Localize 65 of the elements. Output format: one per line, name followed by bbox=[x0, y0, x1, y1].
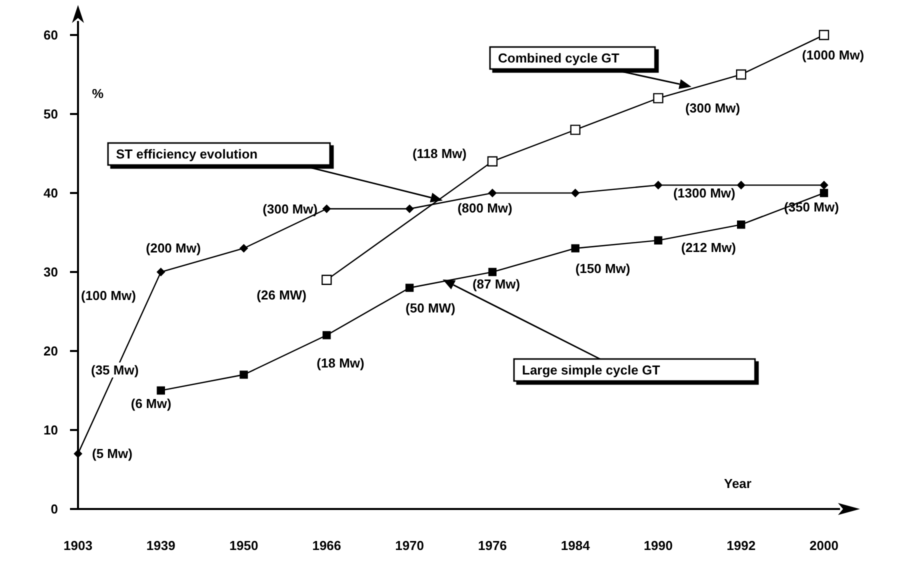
x-tick-label: 1950 bbox=[229, 538, 258, 553]
point bbox=[240, 244, 248, 252]
point bbox=[405, 284, 414, 292]
x-tick-label: 1984 bbox=[560, 538, 591, 553]
y-tick-label: 10 bbox=[44, 422, 58, 438]
text: Combined cycle GT bbox=[498, 50, 620, 66]
y-tick-label: 0 bbox=[50, 502, 58, 516]
point bbox=[156, 268, 165, 276]
point bbox=[818, 30, 830, 40]
x-tick-label: 1939 bbox=[146, 538, 176, 553]
annotation: (150 Mw) bbox=[575, 260, 630, 276]
point bbox=[654, 236, 662, 244]
point bbox=[156, 386, 165, 395]
y-tick-label: 30 bbox=[44, 264, 58, 280]
point bbox=[74, 450, 82, 458]
x-tick-label: 1976 bbox=[478, 538, 507, 553]
point bbox=[322, 204, 331, 213]
y-tick-label: 40 bbox=[44, 186, 58, 200]
x-tick-label: 1903 bbox=[64, 538, 92, 553]
point bbox=[737, 220, 746, 229]
annotation: (18 Mw) bbox=[316, 356, 364, 371]
text: ST efficiency evolution bbox=[116, 146, 258, 162]
annotation: (800 Mw) bbox=[457, 200, 512, 216]
annotation: (35 Mw) bbox=[91, 362, 139, 378]
point bbox=[488, 188, 497, 198]
annotation: (26 MW) bbox=[256, 287, 307, 302]
point bbox=[240, 370, 248, 379]
point bbox=[322, 274, 332, 285]
point bbox=[487, 156, 498, 166]
y-axis-title: % bbox=[92, 86, 104, 101]
annotation: (200 Mw) bbox=[146, 240, 201, 256]
annotation: (1300 Mw) bbox=[673, 186, 736, 201]
point bbox=[820, 188, 828, 198]
annotation: (212 Mw) bbox=[681, 240, 736, 256]
point bbox=[736, 69, 746, 80]
text: Large simple cycle GT bbox=[522, 362, 660, 378]
point bbox=[820, 181, 828, 190]
x-tick-label: 1990 bbox=[644, 538, 673, 553]
x-tick-label: 1970 bbox=[395, 538, 424, 553]
point bbox=[571, 244, 580, 252]
annotation: (50 MW) bbox=[406, 300, 456, 316]
x-tick-label: 1992 bbox=[726, 538, 756, 553]
x-tick-label: 2000 bbox=[810, 538, 838, 553]
annotation: (300 Mw) bbox=[262, 201, 318, 216]
point bbox=[488, 268, 497, 276]
annotation: (100 Mw) bbox=[81, 288, 136, 304]
y-tick-label: 50 bbox=[44, 106, 58, 122]
point bbox=[571, 188, 580, 198]
point bbox=[737, 181, 746, 190]
annotation: (1000 Mw) bbox=[802, 48, 864, 62]
annotation: (350 Mw) bbox=[784, 200, 839, 214]
point bbox=[654, 181, 662, 190]
annotation: (87 Mw) bbox=[472, 276, 520, 292]
annotation: (300 Mw) bbox=[685, 100, 740, 116]
y-tick-label: 60 bbox=[44, 28, 58, 42]
annotation: (118 Mw) bbox=[412, 146, 467, 161]
annotation: (6 Mw) bbox=[130, 396, 172, 411]
point bbox=[570, 124, 580, 135]
point bbox=[653, 93, 664, 104]
annotation: (5 Mw) bbox=[92, 446, 132, 462]
y-tick-label: 20 bbox=[44, 344, 58, 358]
x-axis-title: Year bbox=[724, 476, 752, 491]
point bbox=[405, 204, 414, 213]
point bbox=[322, 331, 331, 340]
x-tick-label: 1966 bbox=[312, 538, 342, 553]
